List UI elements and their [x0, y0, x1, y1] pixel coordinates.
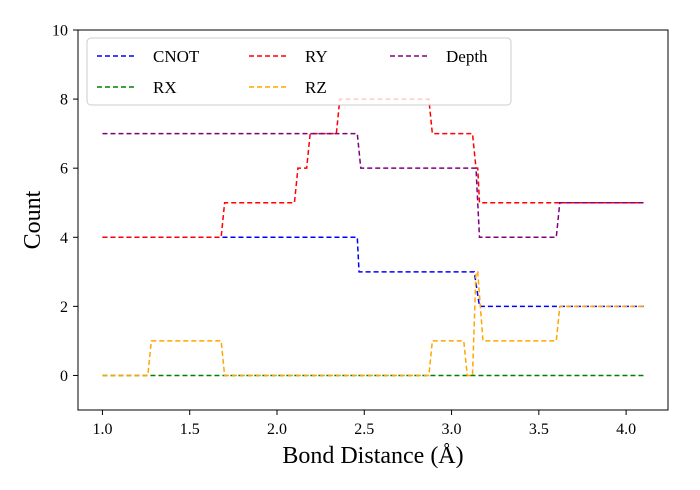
- legend: CNOT RY Depth RX RZ: [86, 37, 512, 106]
- x-tick-label: 2.5: [354, 421, 374, 438]
- series-layer: [102, 98, 644, 377]
- y-tick-label: 4: [60, 230, 68, 247]
- plot-area-frame: [77, 29, 669, 411]
- y-tick-label: 6: [60, 161, 68, 178]
- x-tick-label: 3.0: [442, 421, 462, 438]
- legend-label-rx: RX: [153, 78, 177, 97]
- y-axis-title: Count: [20, 190, 46, 249]
- y-tick-label: 0: [60, 368, 68, 385]
- x-axis-ticks: 1.0 1.5 2.0 2.5 3.0 3.5 4.0: [92, 410, 636, 438]
- x-tick-label: 1.0: [92, 421, 112, 438]
- y-tick-label: 2: [60, 299, 68, 316]
- x-tick-label: 4.0: [616, 421, 636, 438]
- legend-box: [86, 37, 512, 106]
- series-line-depth: [102, 132, 644, 239]
- series-line-ry: [102, 98, 644, 239]
- x-tick-label: 3.5: [529, 421, 549, 438]
- legend-label-ry: RY: [305, 47, 328, 66]
- y-tick-label: 8: [60, 92, 68, 109]
- y-axis-ticks: 0 2 4 6 8 10: [52, 23, 78, 385]
- legend-label-rz: RZ: [305, 78, 327, 97]
- legend-label-cnot: CNOT: [153, 47, 200, 66]
- y-tick-label: 10: [52, 23, 68, 40]
- x-tick-label: 2.0: [267, 421, 287, 438]
- series-line-cnot: [102, 236, 644, 308]
- x-tick-label: 1.5: [180, 421, 200, 438]
- x-axis-title: Bond Distance (Å): [282, 443, 463, 469]
- series-line-rz: [102, 271, 644, 377]
- legend-label-depth: Depth: [446, 47, 488, 66]
